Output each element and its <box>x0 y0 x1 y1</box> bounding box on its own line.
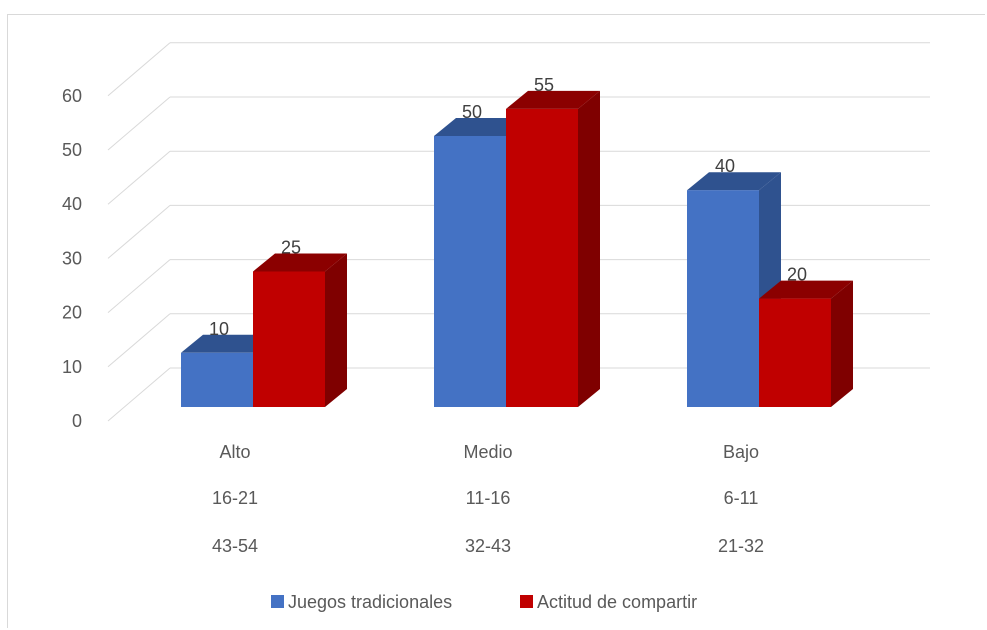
bar-top <box>181 334 275 353</box>
y-tick-label: 20 <box>62 303 82 323</box>
legend-swatch <box>520 595 533 608</box>
data-label: 55 <box>534 75 554 95</box>
y-tick-label: 40 <box>62 194 82 214</box>
category-label: Medio <box>463 442 512 462</box>
legend: Juegos tradicionales Actitud de compartir <box>271 592 697 612</box>
category-label: 21-32 <box>718 536 764 556</box>
y-tick-label: 30 <box>62 248 82 268</box>
y-tick-label: 0 <box>72 411 82 431</box>
y-tick-label: 50 <box>62 140 82 160</box>
gridline-slant <box>107 313 171 368</box>
bar-side <box>578 90 600 408</box>
category-label: 16-21 <box>212 488 258 508</box>
bar-top <box>253 253 347 272</box>
bar-top <box>687 172 781 191</box>
bar-side <box>325 253 347 407</box>
category-label: 6-11 <box>724 488 759 508</box>
bar <box>759 298 831 407</box>
bar-top <box>759 280 853 299</box>
bar-top <box>434 118 528 136</box>
gridline-slant <box>107 205 171 259</box>
gridline-slant <box>107 150 171 205</box>
legend-swatch <box>271 595 284 608</box>
gridline-slant <box>107 367 171 422</box>
bar <box>434 136 506 407</box>
category-label: 11-16 <box>466 488 511 508</box>
bar-side <box>831 280 853 407</box>
category-label: Alto <box>219 442 250 462</box>
bar <box>506 108 578 408</box>
gridline-slant <box>107 259 171 313</box>
data-label: 25 <box>281 238 301 258</box>
data-label: 10 <box>209 319 229 339</box>
y-axis-ticks: 0 10 20 30 40 50 60 <box>62 86 82 431</box>
legend-label: Juegos tradicionales <box>288 592 452 612</box>
category-label: 32-43 <box>465 536 511 556</box>
gridline-slant <box>107 96 171 151</box>
y-tick-label: 10 <box>62 357 82 377</box>
bar-top <box>506 90 600 109</box>
chart-frame <box>7 14 985 628</box>
bar <box>687 190 759 407</box>
data-label: 20 <box>787 265 807 285</box>
data-label: 50 <box>462 102 482 122</box>
y-tick-label: 60 <box>62 86 82 106</box>
bar <box>181 352 253 407</box>
category-label: 43-54 <box>212 536 258 556</box>
data-labels: 10 50 40 25 55 20 <box>209 75 807 339</box>
category-labels: Alto 16-21 43-54 Medio 11-16 32-43 Bajo 6-11 21-… <box>212 442 764 556</box>
gridline-slant <box>107 42 171 97</box>
bar <box>253 271 325 407</box>
data-label: 40 <box>715 156 735 176</box>
bars <box>181 90 853 408</box>
legend-label: Actitud de compartir <box>537 592 697 612</box>
category-label: Bajo <box>723 442 759 462</box>
